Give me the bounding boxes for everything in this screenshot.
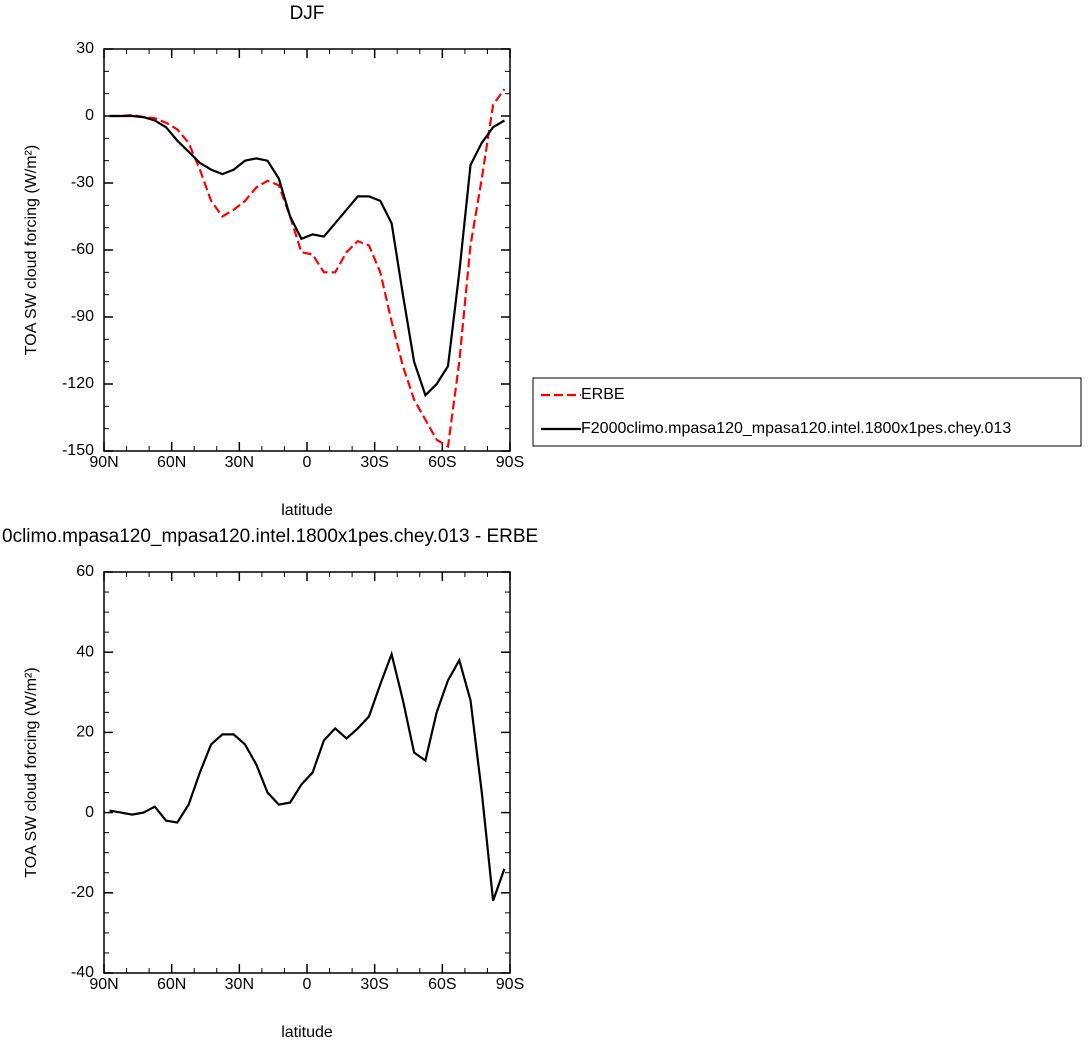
x-tick-label: 60S xyxy=(428,454,456,471)
y-tick-label: 40 xyxy=(76,643,94,660)
x-tick-label: 90S xyxy=(496,976,524,993)
series-line xyxy=(109,114,505,398)
x-tick-label: 30S xyxy=(360,454,388,471)
plot-frame xyxy=(103,48,511,452)
legend-box xyxy=(532,377,1082,447)
x-tick-label: 30S xyxy=(360,976,388,993)
series-line xyxy=(109,650,506,902)
legend-label: ERBE xyxy=(581,386,625,403)
x-tick-label: 60N xyxy=(157,976,186,993)
y-tick-label: -30 xyxy=(71,174,94,191)
x-axis-label: latitude xyxy=(281,1024,333,1041)
y-tick-label: 0 xyxy=(85,107,94,124)
y-tick-label: 0 xyxy=(85,804,94,821)
y-tick-label: 20 xyxy=(76,724,94,741)
chart-title: 0climo.mpasa120_mpasa120.intel.1800x1pes… xyxy=(2,526,538,547)
chart-title: DJF xyxy=(290,3,325,24)
x-tick-label: 60S xyxy=(428,976,456,993)
x-tick-label: 30N xyxy=(225,454,254,471)
x-tick-label: 0 xyxy=(303,976,312,993)
y-tick-label: -150 xyxy=(62,442,94,459)
y-tick-label: 60 xyxy=(76,563,94,580)
x-tick-label: 60N xyxy=(157,454,186,471)
series-line xyxy=(109,88,506,449)
y-tick-label: -20 xyxy=(71,884,94,901)
y-tick-label: -40 xyxy=(71,964,94,981)
x-tick-label: 90N xyxy=(89,976,118,993)
x-tick-label: 0 xyxy=(303,454,312,471)
x-tick-label: 30N xyxy=(225,976,254,993)
y-axis-label: TOA SW cloud forcing (W/m²) xyxy=(23,145,40,355)
y-tick-label: 30 xyxy=(76,40,94,57)
x-tick-label: 90S xyxy=(496,454,524,471)
y-axis-label: TOA SW cloud forcing (W/m²) xyxy=(23,667,40,877)
plot-frame xyxy=(103,571,511,974)
y-tick-label: -90 xyxy=(71,308,94,325)
x-tick-label: 90N xyxy=(89,454,118,471)
x-axis-label: latitude xyxy=(281,502,333,519)
legend-label: F2000climo.mpasa120_mpasa120.intel.1800x… xyxy=(581,420,1011,437)
y-tick-label: -60 xyxy=(71,241,94,258)
y-tick-label: -120 xyxy=(62,375,94,392)
